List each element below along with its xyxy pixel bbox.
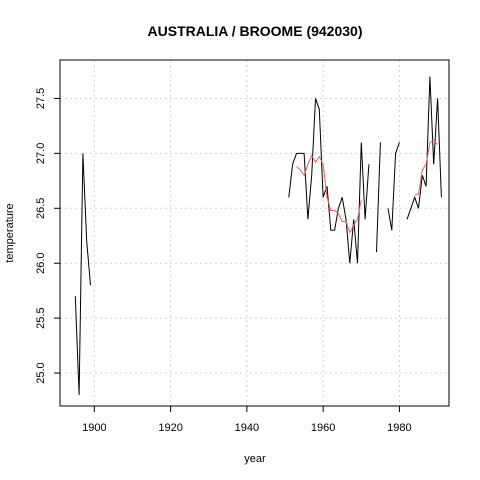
x-axis-label: year (244, 453, 266, 465)
y-axis-label: temperature (4, 203, 16, 262)
temperature-line (288, 98, 370, 264)
y-tick-label: 27.5 (35, 88, 47, 109)
y-axis: 25.0 25.5 26.0 26.5 27.0 27.5 (35, 88, 60, 384)
series-lines (74, 76, 442, 396)
y-tick-label: 26.0 (35, 252, 47, 273)
x-tick-label: 1980 (387, 422, 411, 434)
temperature-line (406, 76, 442, 220)
chart-title: AUSTRALIA / BROOME (942030) (148, 23, 363, 39)
temperature-line (74, 153, 91, 396)
x-axis: 1900 1920 1940 1960 1980 (82, 406, 412, 434)
plot-frame (59, 59, 450, 407)
smoothed-line (296, 154, 362, 234)
y-tick-label: 25.0 (35, 362, 47, 383)
y-tick-label: 26.5 (35, 198, 47, 219)
smoothed-line (414, 139, 438, 196)
grid (60, 60, 449, 406)
x-tick-label: 1920 (158, 422, 182, 434)
temperature-line (387, 142, 400, 231)
x-tick-label: 1960 (311, 422, 335, 434)
x-tick-label: 1900 (82, 422, 106, 434)
x-tick-label: 1940 (235, 422, 259, 434)
y-tick-label: 27.0 (35, 143, 47, 164)
temperature-line (376, 142, 381, 253)
y-tick-label: 25.5 (35, 307, 47, 328)
